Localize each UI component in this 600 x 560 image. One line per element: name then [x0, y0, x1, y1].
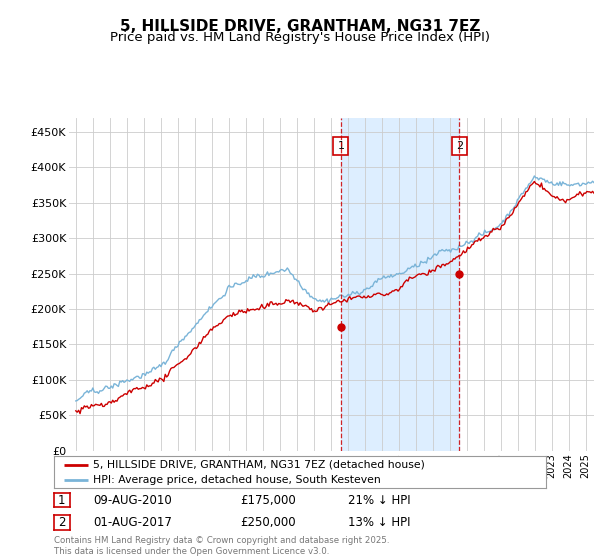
Bar — [341, 118, 460, 451]
Text: 5, HILLSIDE DRIVE, GRANTHAM, NG31 7EZ: 5, HILLSIDE DRIVE, GRANTHAM, NG31 7EZ — [120, 19, 480, 34]
Text: 2: 2 — [58, 516, 65, 529]
Text: 09-AUG-2010: 09-AUG-2010 — [93, 493, 172, 507]
Text: £250,000: £250,000 — [240, 516, 296, 529]
Text: 2: 2 — [456, 141, 463, 151]
Text: Contains HM Land Registry data © Crown copyright and database right 2025.
This d: Contains HM Land Registry data © Crown c… — [54, 536, 389, 556]
Text: £175,000: £175,000 — [240, 493, 296, 507]
Text: Price paid vs. HM Land Registry's House Price Index (HPI): Price paid vs. HM Land Registry's House … — [110, 31, 490, 44]
Text: 1: 1 — [337, 141, 344, 151]
Text: HPI: Average price, detached house, South Kesteven: HPI: Average price, detached house, Sout… — [94, 475, 381, 485]
Text: 1: 1 — [58, 493, 65, 507]
Text: 21% ↓ HPI: 21% ↓ HPI — [348, 493, 410, 507]
Text: 13% ↓ HPI: 13% ↓ HPI — [348, 516, 410, 529]
Text: 01-AUG-2017: 01-AUG-2017 — [93, 516, 172, 529]
Text: 5, HILLSIDE DRIVE, GRANTHAM, NG31 7EZ (detached house): 5, HILLSIDE DRIVE, GRANTHAM, NG31 7EZ (d… — [94, 460, 425, 470]
